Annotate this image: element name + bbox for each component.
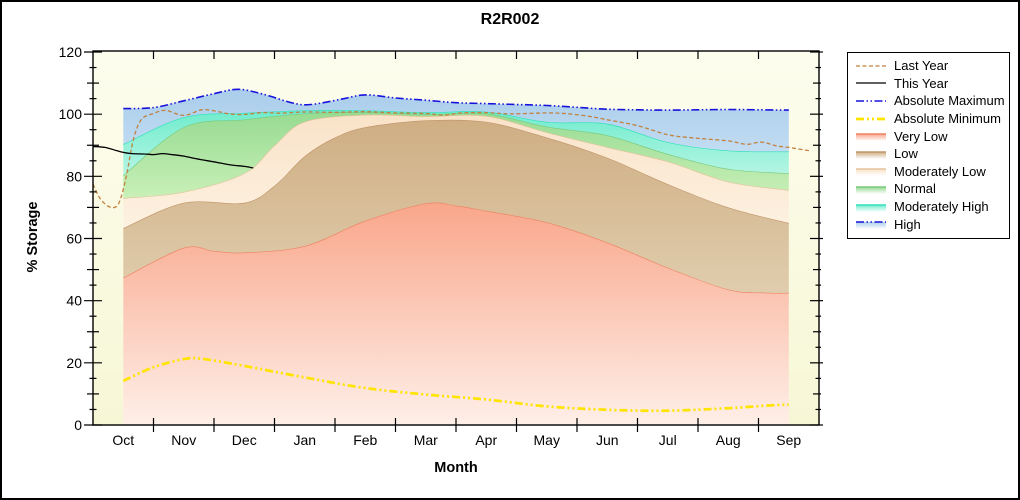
y-tick-label: 40 bbox=[66, 293, 82, 309]
band-normal bbox=[123, 112, 789, 199]
legend-sample-line bbox=[856, 100, 886, 102]
legend-label: Moderately High bbox=[894, 199, 989, 215]
legend-item-absolute-minimum: Absolute Minimum bbox=[854, 110, 1007, 128]
y-tick-label: 120 bbox=[59, 44, 83, 60]
x-tick-label: Jul bbox=[659, 432, 677, 448]
line-last-year bbox=[92, 108, 810, 209]
x-tick-label: Apr bbox=[475, 432, 497, 448]
legend-sample-band bbox=[856, 221, 886, 230]
y-tick-label: 0 bbox=[74, 417, 82, 433]
x-tick-label: May bbox=[534, 432, 560, 448]
x-axis-label: Month bbox=[434, 460, 478, 476]
y-tick-label: 100 bbox=[59, 106, 83, 122]
legend-sample-band bbox=[856, 168, 886, 177]
legend-item-moderately-low: Moderately Low bbox=[854, 163, 1007, 181]
legend-sample-band bbox=[856, 186, 886, 194]
y-axis-label: % Storage bbox=[25, 201, 41, 273]
legend-band-fill bbox=[856, 222, 886, 230]
line-absolute-maximum bbox=[123, 88, 789, 111]
band-moderately-high bbox=[123, 110, 789, 176]
legend-label: High bbox=[894, 216, 921, 232]
legend-item-moderately-high: Moderately High bbox=[854, 198, 1007, 216]
legend-item-high: High bbox=[854, 215, 1007, 233]
legend-band-fill bbox=[856, 169, 886, 177]
x-tick-label: Dec bbox=[232, 432, 257, 448]
legend-label: Moderately Low bbox=[894, 163, 986, 179]
legend-sample-line bbox=[856, 65, 886, 67]
legend-band-fill bbox=[856, 186, 886, 194]
legend: Last Year This Year Absolute Maximum Absolu… bbox=[847, 52, 1010, 239]
legend-band-fill bbox=[856, 151, 886, 159]
x-tick-label: Aug bbox=[716, 432, 741, 448]
legend-label: This Year bbox=[894, 75, 949, 91]
band-moderately-low bbox=[123, 114, 789, 229]
band-very-low bbox=[123, 202, 789, 425]
x-tick-label: Mar bbox=[414, 432, 438, 448]
legend-band-fill bbox=[856, 204, 886, 212]
line-absolute-minimum bbox=[122, 356, 789, 413]
line-this-year bbox=[92, 145, 254, 169]
y-tick-label: 20 bbox=[66, 355, 82, 371]
legend-label: Last Year bbox=[894, 58, 949, 74]
x-tick-label: Oct bbox=[112, 432, 134, 448]
legend-item-last-year: Last Year bbox=[854, 57, 1007, 75]
legend-sample-band bbox=[856, 203, 886, 212]
legend-sample-band bbox=[856, 133, 886, 142]
legend-item-absolute-maximum: Absolute Maximum bbox=[854, 92, 1007, 110]
legend-label: Absolute Minimum bbox=[894, 111, 1001, 127]
band-high bbox=[123, 89, 789, 152]
chart-title: R2R002 bbox=[480, 11, 540, 28]
legend-item-low: Low bbox=[854, 145, 1007, 163]
legend-label: Low bbox=[894, 146, 918, 162]
x-tick-label: Jun bbox=[596, 432, 619, 448]
x-tick-label: Nov bbox=[171, 432, 196, 448]
legend-label: Normal bbox=[894, 181, 936, 197]
y-tick-label: 80 bbox=[66, 168, 82, 184]
legend-sample-band bbox=[856, 151, 886, 159]
legend-label: Very Low bbox=[894, 128, 948, 144]
legend-band-fill bbox=[856, 134, 886, 142]
y-tick-label: 60 bbox=[66, 231, 82, 247]
band-low bbox=[123, 119, 789, 293]
legend-item-this-year: This Year bbox=[854, 75, 1007, 93]
x-tick-label: Feb bbox=[353, 432, 377, 448]
legend-item-normal: Normal bbox=[854, 180, 1007, 198]
legend-sample-line bbox=[856, 82, 886, 85]
legend-sample-line bbox=[856, 117, 886, 120]
legend-item-very-low: Very Low bbox=[854, 127, 1007, 145]
x-tick-label: Jan bbox=[293, 432, 316, 448]
x-tick-label: Sep bbox=[776, 432, 801, 448]
legend-label: Absolute Maximum bbox=[894, 93, 1005, 109]
